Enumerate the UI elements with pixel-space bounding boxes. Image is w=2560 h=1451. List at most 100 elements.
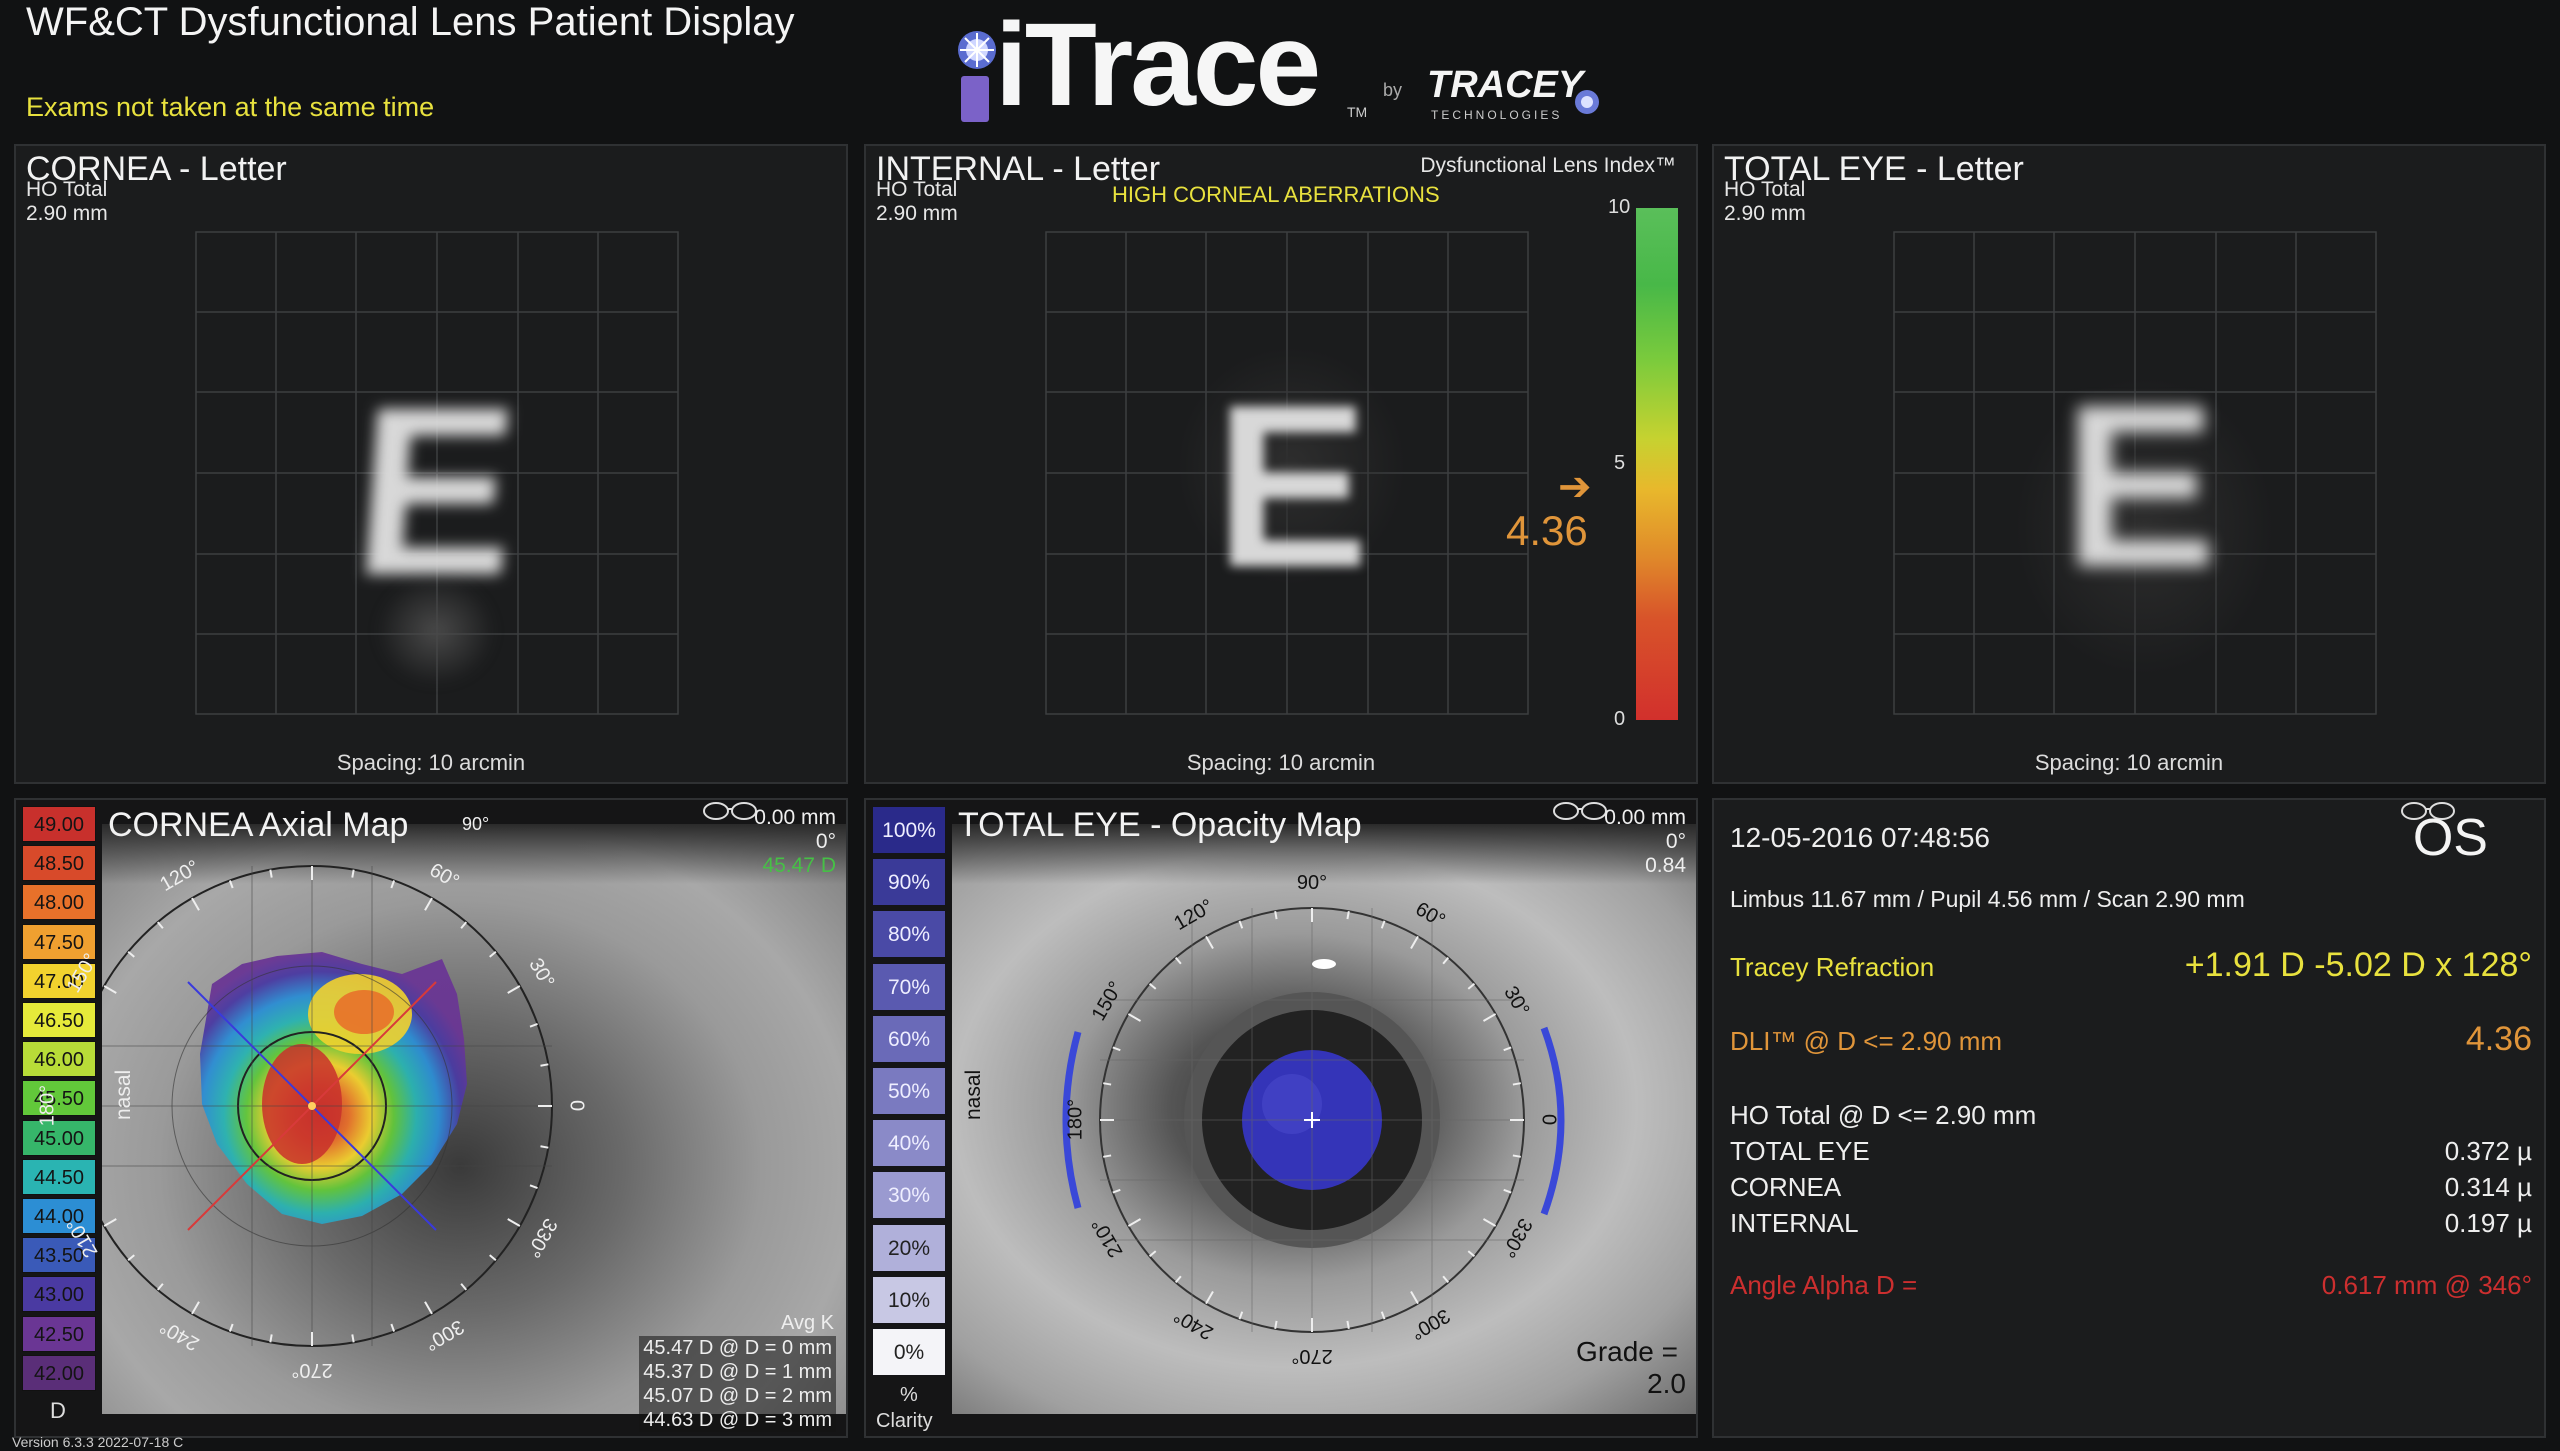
opacity-degree-label: 270° <box>1291 1345 1333 1367</box>
internal-letter-sub2: 2.90 mm <box>876 202 958 225</box>
total-letter-sub2: 2.90 mm <box>1724 202 1806 225</box>
eye-side-badge: OS <box>2412 809 2488 867</box>
logo-company: TRACEY <box>1427 64 1584 106</box>
opacity-readout-value: 0.84 <box>1645 854 1686 877</box>
axial-scale-cell: 46.00 <box>22 1041 96 1078</box>
ho-row-value: 0.197 µ <box>2444 1208 2532 1238</box>
internal-letter-title: INTERNAL - Letter <box>876 150 1161 188</box>
page-title: WF&CT Dysfunctional Lens Patient Display <box>26 0 795 44</box>
logo-main-text: iTrace <box>995 0 1321 131</box>
cornea-axial-map-panel[interactable]: 49.00 48.50 48.00 47.50 47.00 46.50 46.00 45.50… <box>14 798 848 1438</box>
avg-k-row: 44.63 D @ D = 3 mm <box>643 1409 832 1431</box>
itrace-logo: iTrace TM by TRACEY TECHNOLOGIES <box>955 6 1605 128</box>
axial-scale-cell: 47.00 <box>22 962 96 999</box>
refraction-label: Tracey Refraction <box>1730 952 1935 982</box>
internal-letter-e: E <box>1214 357 1370 616</box>
axial-scale-cell: 43.50 <box>22 1237 96 1274</box>
clarity-scale-cell: 30% <box>872 1171 946 1220</box>
axial-eyelid-shadow <box>102 824 846 884</box>
cornea-letter-title: CORNEA - Letter <box>26 150 287 188</box>
avg-k-table: 45.47 D @ D = 0 mm 45.37 D @ D = 1 mm 45… <box>639 1336 836 1432</box>
avg-k-row: 45.07 D @ D = 2 mm <box>643 1385 832 1407</box>
total-letter-e: E <box>2062 357 2218 616</box>
total-letter-halo <box>2014 376 2274 676</box>
axial-scale-cell: 42.50 <box>22 1315 96 1352</box>
cornea-letter-panel[interactable]: CORNEA - Letter HO Total 2.90 mm E Spaci… <box>14 144 848 784</box>
ho-row-label: INTERNAL <box>1730 1208 1859 1238</box>
dli-label: DLI™ @ D <= 2.90 mm <box>1730 1026 2003 1056</box>
ho-row-label: TOTAL EYE <box>1730 1136 1870 1166</box>
cornea-letter-sub1: HO Total <box>26 178 108 201</box>
ho-row-label: CORNEA <box>1730 1172 1842 1202</box>
total-letter-spacing: Spacing: 10 arcmin <box>2034 750 2224 775</box>
clarity-scale-cell: 100% <box>872 806 946 854</box>
clarity-scale-cell: 20% <box>872 1223 946 1272</box>
refraction-row: Tracey Refraction +1.91 D -5.02 D x 128° <box>1730 946 2532 984</box>
ho-row-cornea: CORNEA 0.314 µ <box>1730 1172 2532 1203</box>
cornea-letter-spacing: Spacing: 10 arcmin <box>336 750 526 775</box>
axial-scale-cell: 45.00 <box>22 1119 96 1156</box>
dli-row: DLI™ @ D <= 2.90 mm 4.36 <box>1730 1020 2532 1058</box>
dli-info-value: 4.36 <box>2465 1020 2532 1058</box>
clarity-scale-cell: 40% <box>872 1119 946 1168</box>
logo-i-bar <box>961 76 989 122</box>
clarity-unit-bottom: Clarity <box>876 1410 933 1432</box>
logo-iris-icon <box>958 31 996 69</box>
total-letter-panel[interactable]: TOTAL EYE - Letter HO Total 2.90 mm E Sp… <box>1712 144 2546 784</box>
logo-company-iris-icon <box>1575 90 1599 114</box>
axial-degree-label: 270° <box>291 1359 333 1381</box>
exam-measurements: Limbus 11.67 mm / Pupil 4.56 mm / Scan 2… <box>1730 886 2245 912</box>
internal-letter-panel[interactable]: INTERNAL - Letter HO Total 2.90 mm Dysfu… <box>864 144 1698 784</box>
opacity-map-panel[interactable]: 100% 90% 80% 70% 60% 50% 40% 30% 20% 10% 0% % Clar… <box>864 798 1698 1438</box>
avg-k-row: 45.47 D @ D = 0 mm <box>643 1337 832 1359</box>
ho-row-value: 0.314 µ <box>2444 1172 2532 1202</box>
ho-total-title: HO Total @ D <= 2.90 mm <box>1730 1100 2037 1130</box>
dli-scale-max-label: 10 <box>1608 196 1631 218</box>
glasses-icon[interactable] <box>700 800 760 822</box>
cornea-letter-e: E <box>346 357 526 625</box>
axial-readout-power: 45.47 D <box>762 854 836 877</box>
glasses-icon[interactable] <box>2398 800 2458 822</box>
dli-value: 4.36 <box>1506 506 1588 554</box>
axial-degree-label: 180° <box>36 1084 59 1127</box>
axial-readout-deg: 0° <box>815 830 836 853</box>
grade-value: 2.0 <box>1647 1368 1686 1399</box>
ho-row-internal: INTERNAL 0.197 µ <box>1730 1208 2532 1239</box>
axial-scale-cell: 42.00 <box>22 1354 96 1391</box>
axial-scale-cell: 45.50 <box>22 1080 96 1117</box>
axial-scale-cell: 46.50 <box>22 1002 96 1038</box>
logo-by: by <box>1383 80 1403 100</box>
clarity-scale-cell: 0% <box>872 1328 946 1376</box>
axial-scale-cell: 47.50 <box>22 923 96 960</box>
opacity-degree-label: 0 <box>1537 1113 1560 1126</box>
version-label: Version 6.3.3 2022-07-18 C <box>12 1434 184 1450</box>
axial-map-overlay <box>102 865 553 1347</box>
cornea-letter-halo <box>376 576 496 686</box>
exam-warning: Exams not taken at the same time <box>26 92 435 122</box>
clarity-scale-cell: 60% <box>872 1014 946 1063</box>
internal-letter-sub1: HO Total <box>876 178 958 201</box>
glasses-icon[interactable] <box>1550 800 1610 822</box>
exam-info-panel: 12-05-2016 07:48:56 OS Limbus 11.67 mm /… <box>1712 798 2546 1438</box>
opacity-map-overlay <box>1062 907 1565 1333</box>
axial-top-degree: 90° <box>462 814 490 834</box>
total-letter-sub1: HO Total <box>1724 178 1806 201</box>
clarity-scale-cell: 50% <box>872 1067 946 1115</box>
opacity-readout-deg: 0° <box>1665 830 1686 853</box>
logo-tm: TM <box>1347 104 1368 120</box>
axial-scale-cell: 43.00 <box>22 1276 96 1313</box>
logo-company-sub: TECHNOLOGIES <box>1431 108 1563 122</box>
clarity-scale-cell: 10% <box>872 1275 946 1324</box>
refraction-value: +1.91 D -5.02 D x 128° <box>2184 946 2532 984</box>
dli-diagnosis: HIGH CORNEAL ABERRATIONS <box>1112 182 1440 207</box>
total-letter-title: TOTAL EYE - Letter <box>1724 150 2024 188</box>
dli-title: Dysfunctional Lens Index™ <box>1420 154 1676 177</box>
axial-scale-cell: 48.50 <box>22 845 96 882</box>
clarity-scale-cell: 90% <box>872 858 946 907</box>
avg-k-title: Avg K <box>781 1312 834 1334</box>
angle-alpha-value: 0.617 mm @ 346° <box>2321 1270 2532 1300</box>
angle-alpha-label: Angle Alpha D = <box>1730 1270 1918 1300</box>
ho-row-total-eye: TOTAL EYE 0.372 µ <box>1730 1136 2532 1167</box>
axial-degree-label: 0 <box>565 1099 588 1112</box>
exam-datetime: 12-05-2016 07:48:56 <box>1730 822 1990 853</box>
